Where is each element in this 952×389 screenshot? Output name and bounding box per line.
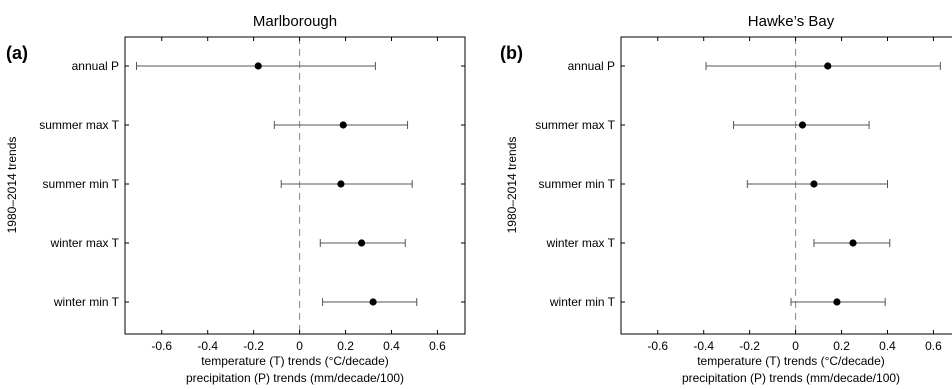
panel-b-plot: -0.6 -0.4 -0.2 0 0.2 0.4 0.6 annual P summer max… bbox=[535, 37, 942, 353]
panel-b-xtick-label: 0.4 bbox=[879, 339, 896, 353]
panel-b-xtick-label: -0.4 bbox=[693, 339, 714, 353]
panel-a-data-point bbox=[339, 121, 347, 129]
panel-a-ytick-label: annual P bbox=[72, 59, 119, 73]
panel-a-xtick-label: -0.6 bbox=[151, 339, 172, 353]
panel-b-data-point bbox=[798, 121, 807, 129]
panel-a-data-point bbox=[254, 62, 262, 70]
panel-a-data-point bbox=[337, 180, 345, 188]
panel-b-data-point bbox=[824, 62, 832, 70]
panel-b-data-point bbox=[849, 239, 857, 247]
panel-b-data-point bbox=[833, 298, 841, 306]
panel-a-data-point bbox=[369, 298, 377, 306]
panel-a-data-point bbox=[358, 239, 366, 247]
panel-a-label: (a) bbox=[6, 43, 28, 63]
panel-b-xtick-label: 0.2 bbox=[833, 339, 850, 353]
panel-a-ytick-label: winter min T bbox=[53, 295, 120, 309]
panel-a-ytick-label: summer min T bbox=[43, 177, 120, 191]
panel-a-plot-frame bbox=[124, 36, 466, 335]
panel-a-ytick-label: summer max T bbox=[39, 118, 119, 132]
panel-b-xlabel2: precipitation (P) trends (mm/decade/100) bbox=[682, 371, 900, 385]
panel-b-plot-frame bbox=[620, 36, 952, 335]
panel-b-data-point bbox=[810, 180, 818, 188]
panel-b-ytick-label: winter max T bbox=[546, 236, 616, 250]
panel-b-xtick-label: -0.6 bbox=[647, 339, 668, 353]
panel-a-title: Marlborough bbox=[253, 13, 337, 30]
panel-b: Hawke’s Bay (b) 1980–2014 trends -0.6 -0.… bbox=[500, 13, 952, 385]
panel-b-xtick-label: -0.2 bbox=[739, 339, 760, 353]
panel-b-ylabel: 1980–2014 trends bbox=[505, 137, 519, 234]
panel-a-xtick-label: 0.6 bbox=[429, 339, 446, 353]
panel-a-xlabel2: precipitation (P) trends (mm/decade/100) bbox=[186, 371, 404, 385]
panel-a-ytick-label: winter max T bbox=[50, 236, 120, 250]
panel-b-ytick-label: summer max T bbox=[535, 118, 615, 132]
panel-b-xtick-label: 0.6 bbox=[925, 339, 942, 353]
panel-a-xtick-label: 0 bbox=[296, 339, 303, 353]
panel-b-xtick-label: 0 bbox=[792, 339, 799, 353]
panel-b-title: Hawke’s Bay bbox=[748, 13, 835, 30]
panel-a-xlabel: temperature (T) trends (°C/decade) bbox=[201, 354, 389, 368]
panel-b-label: (b) bbox=[500, 43, 523, 63]
panel-a: Marlborough (a) 1980–2014 trends -0.6 -0.… bbox=[5, 13, 466, 385]
panel-a-xtick-label: -0.2 bbox=[243, 339, 264, 353]
panel-a-xtick-label: 0.4 bbox=[383, 339, 400, 353]
panel-a-xtick-label: -0.4 bbox=[197, 339, 218, 353]
panel-a-ylabel: 1980–2014 trends bbox=[5, 137, 19, 234]
panel-b-xlabel: temperature (T) trends (°C/decade) bbox=[697, 354, 885, 368]
panel-b-ytick-label: winter min T bbox=[549, 295, 616, 309]
panel-b-ytick-label: summer min T bbox=[539, 177, 616, 191]
panel-b-ytick-label: annual P bbox=[568, 59, 615, 73]
panel-a-xtick-label: 0.2 bbox=[337, 339, 354, 353]
panel-a-plot: -0.6 -0.4 -0.2 0 0.2 0.4 0.6 annual P summer max… bbox=[39, 37, 465, 353]
